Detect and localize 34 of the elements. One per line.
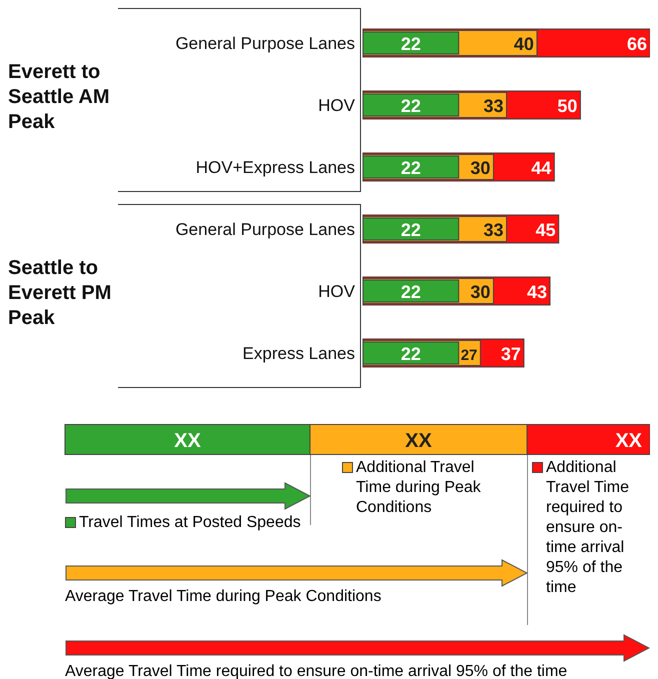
y-tick-label: General Purpose Lanes (175, 220, 355, 239)
text: XX (615, 430, 643, 452)
data-label: 22 (400, 96, 421, 116)
legend-label: Additional Travel Time during Peak Conditions (356, 458, 482, 518)
data-label: 22 (400, 34, 421, 54)
text: XX (405, 430, 432, 452)
data-label: 33 (483, 96, 504, 116)
text: Average Travel Time during Peak Conditions (65, 588, 382, 606)
data-label: 44 (531, 158, 552, 178)
data-label: 43 (526, 282, 547, 302)
legend-label: Travel Times at Posted Speeds (79, 513, 301, 533)
data-label: 27 (460, 347, 478, 364)
y-tick-label: HOV (318, 282, 356, 301)
data-label: 22 (400, 158, 421, 178)
data-label: 22 (400, 282, 421, 302)
text: XX (174, 430, 202, 452)
data-label: 50 (557, 96, 578, 116)
data-label: 22 (400, 344, 421, 364)
data-label: 30 (470, 282, 490, 302)
y-tick-label: HOV+Express Lanes (196, 158, 355, 177)
data-label: 40 (514, 34, 534, 54)
legend-label: Additional Travel Time required to ensure on-time arrival 95% of the time (546, 458, 630, 598)
y-tick-label: General Purpose Lanes (175, 34, 355, 53)
text: Seattle to Everett PM Peak (8, 256, 112, 331)
data-label: 22 (400, 220, 421, 240)
text: Everett to Seattle AM Peak (8, 60, 111, 135)
data-label: 45 (536, 220, 556, 240)
y-tick-label: HOV (318, 96, 356, 115)
data-label: 37 (500, 344, 521, 364)
data-label: 30 (470, 158, 490, 178)
text: Average Travel Time required to ensure on-time arrival 95% of the time (65, 663, 568, 679)
data-label: 66 (626, 34, 647, 54)
data-label: 33 (483, 220, 504, 240)
y-tick-label: Express Lanes (242, 344, 355, 363)
